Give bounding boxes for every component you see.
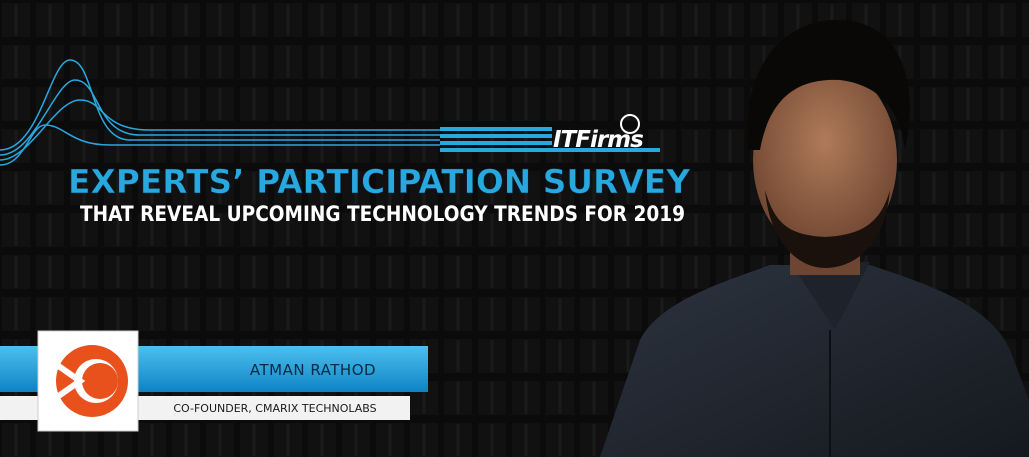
person-name: ATMAN RATHOD <box>250 361 376 379</box>
logo-globe <box>620 114 640 134</box>
logo-stripes <box>440 127 660 152</box>
wave-lines <box>0 59 440 166</box>
subtitle: THAT REVEAL UPCOMING TECHNOLOGY TRENDS F… <box>80 202 685 226</box>
person-photo <box>600 19 1029 457</box>
logo-text: ITFirms <box>553 127 643 153</box>
company-logo <box>48 345 128 417</box>
title: EXPERTS’ PARTICIPATION SURVEY <box>68 162 691 201</box>
person-role: CO-FOUNDER, CMARIX TECHNOLABS <box>173 402 376 415</box>
